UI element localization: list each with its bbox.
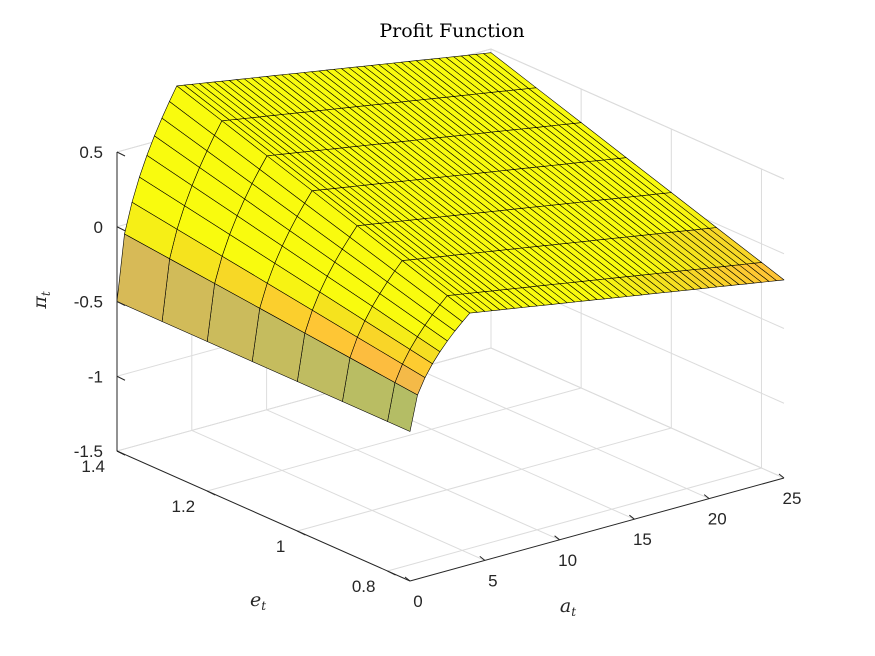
- z-tick: [116, 226, 126, 232]
- floor-grid-a: [191, 429, 486, 561]
- z-tick: [116, 375, 126, 381]
- z-tick: [116, 450, 126, 456]
- z-tick-label: 0.5: [79, 143, 103, 162]
- y-tick-label: 1.2: [172, 497, 196, 516]
- x-tick-label: 15: [633, 530, 652, 549]
- floor-grid-a: [266, 409, 560, 541]
- y-tick: [297, 530, 306, 536]
- z-axis-label: πt: [29, 291, 53, 310]
- axes-ticks: 0 5 10 15 20 25 0.8 1 1.2 1.4-1.5 -1 -0.5 0 0.5: [74, 143, 802, 611]
- z-tick: [116, 301, 126, 306]
- x-axis-line: [409, 477, 785, 582]
- z-tick-label: -1: [88, 367, 103, 386]
- y-tick-label: 1: [276, 537, 285, 556]
- chart-title: Profit Function: [379, 20, 524, 42]
- floor-grid-e: [387, 467, 762, 572]
- x-tick: [778, 473, 785, 479]
- y-tick: [387, 570, 396, 576]
- x-tick-label: 20: [708, 510, 727, 529]
- x-tick: [703, 494, 710, 499]
- z-tick-label: 0: [94, 218, 103, 237]
- x-tick-label: 10: [558, 551, 577, 570]
- x-tick-label: 5: [488, 571, 497, 590]
- x-tick: [479, 556, 486, 561]
- y-tick: [206, 490, 216, 496]
- y-tick-label: 1.4: [81, 457, 105, 476]
- floor-grid-a: [415, 368, 710, 500]
- x-tick-label: 0: [413, 592, 422, 611]
- z-tick: [116, 151, 126, 157]
- x-tick: [554, 535, 560, 541]
- floor-grid-e: [207, 387, 582, 492]
- side-grid-z: [490, 347, 785, 479]
- floor-grid-e: [297, 427, 672, 532]
- z-tick-label: -0.5: [74, 293, 103, 312]
- surface-patch: [116, 233, 170, 322]
- x-tick-label: 25: [783, 489, 802, 508]
- y-tick-label: 0.8: [352, 577, 376, 596]
- x-tick: [629, 514, 635, 520]
- y-axis-line: [116, 450, 411, 582]
- z-tick-label: -1.5: [74, 442, 103, 461]
- x-tick: [404, 576, 411, 582]
- y-axis-label: et: [250, 589, 266, 613]
- surface-plot: [116, 52, 785, 432]
- x-axis-label: at: [560, 595, 576, 619]
- box-edge-top-side: [490, 48, 785, 180]
